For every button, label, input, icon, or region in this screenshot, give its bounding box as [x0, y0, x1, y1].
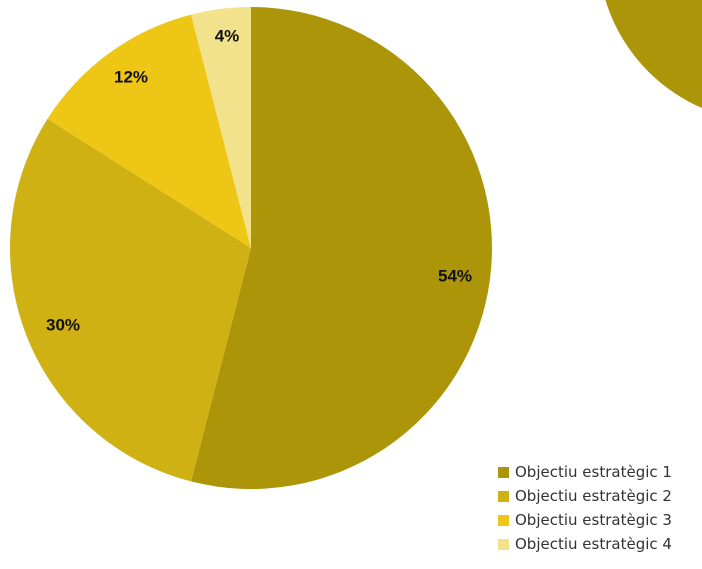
data-label-2: 30%	[46, 315, 80, 334]
data-label-1: 54%	[438, 266, 472, 285]
legend-swatch-2	[498, 490, 509, 502]
pie-slice-2	[10, 118, 251, 482]
decorative-circle	[605, 0, 702, 108]
data-label-3: 12%	[114, 67, 148, 86]
legend-swatch-1	[498, 466, 509, 478]
pie-slice-4	[191, 6, 251, 248]
pie-data-labels: 54% 30% 12% 4%	[46, 26, 472, 334]
chart-legend: Objectiu estratègic 1 Objectiu estratègi…	[498, 460, 702, 556]
legend-label-1: Objectiu estratègic 1	[515, 463, 672, 481]
legend-label-4: Objectiu estratègic 4	[515, 535, 672, 553]
legend-label-2: Objectiu estratègic 2	[515, 487, 672, 505]
legend-item-4: Objectiu estratègic 4	[498, 532, 702, 556]
legend-item-1: Objectiu estratègic 1	[498, 460, 702, 484]
pie-slice-1	[191, 7, 492, 489]
data-label-4: 4%	[215, 26, 240, 45]
pie-slices	[10, 6, 492, 489]
legend-label-3: Objectiu estratègic 3	[515, 511, 672, 529]
pie-slice-3	[47, 14, 251, 248]
legend-swatch-4	[498, 538, 509, 550]
legend-item-3: Objectiu estratègic 3	[498, 508, 702, 532]
legend-swatch-3	[498, 514, 509, 526]
legend-item-2: Objectiu estratègic 2	[498, 484, 702, 508]
